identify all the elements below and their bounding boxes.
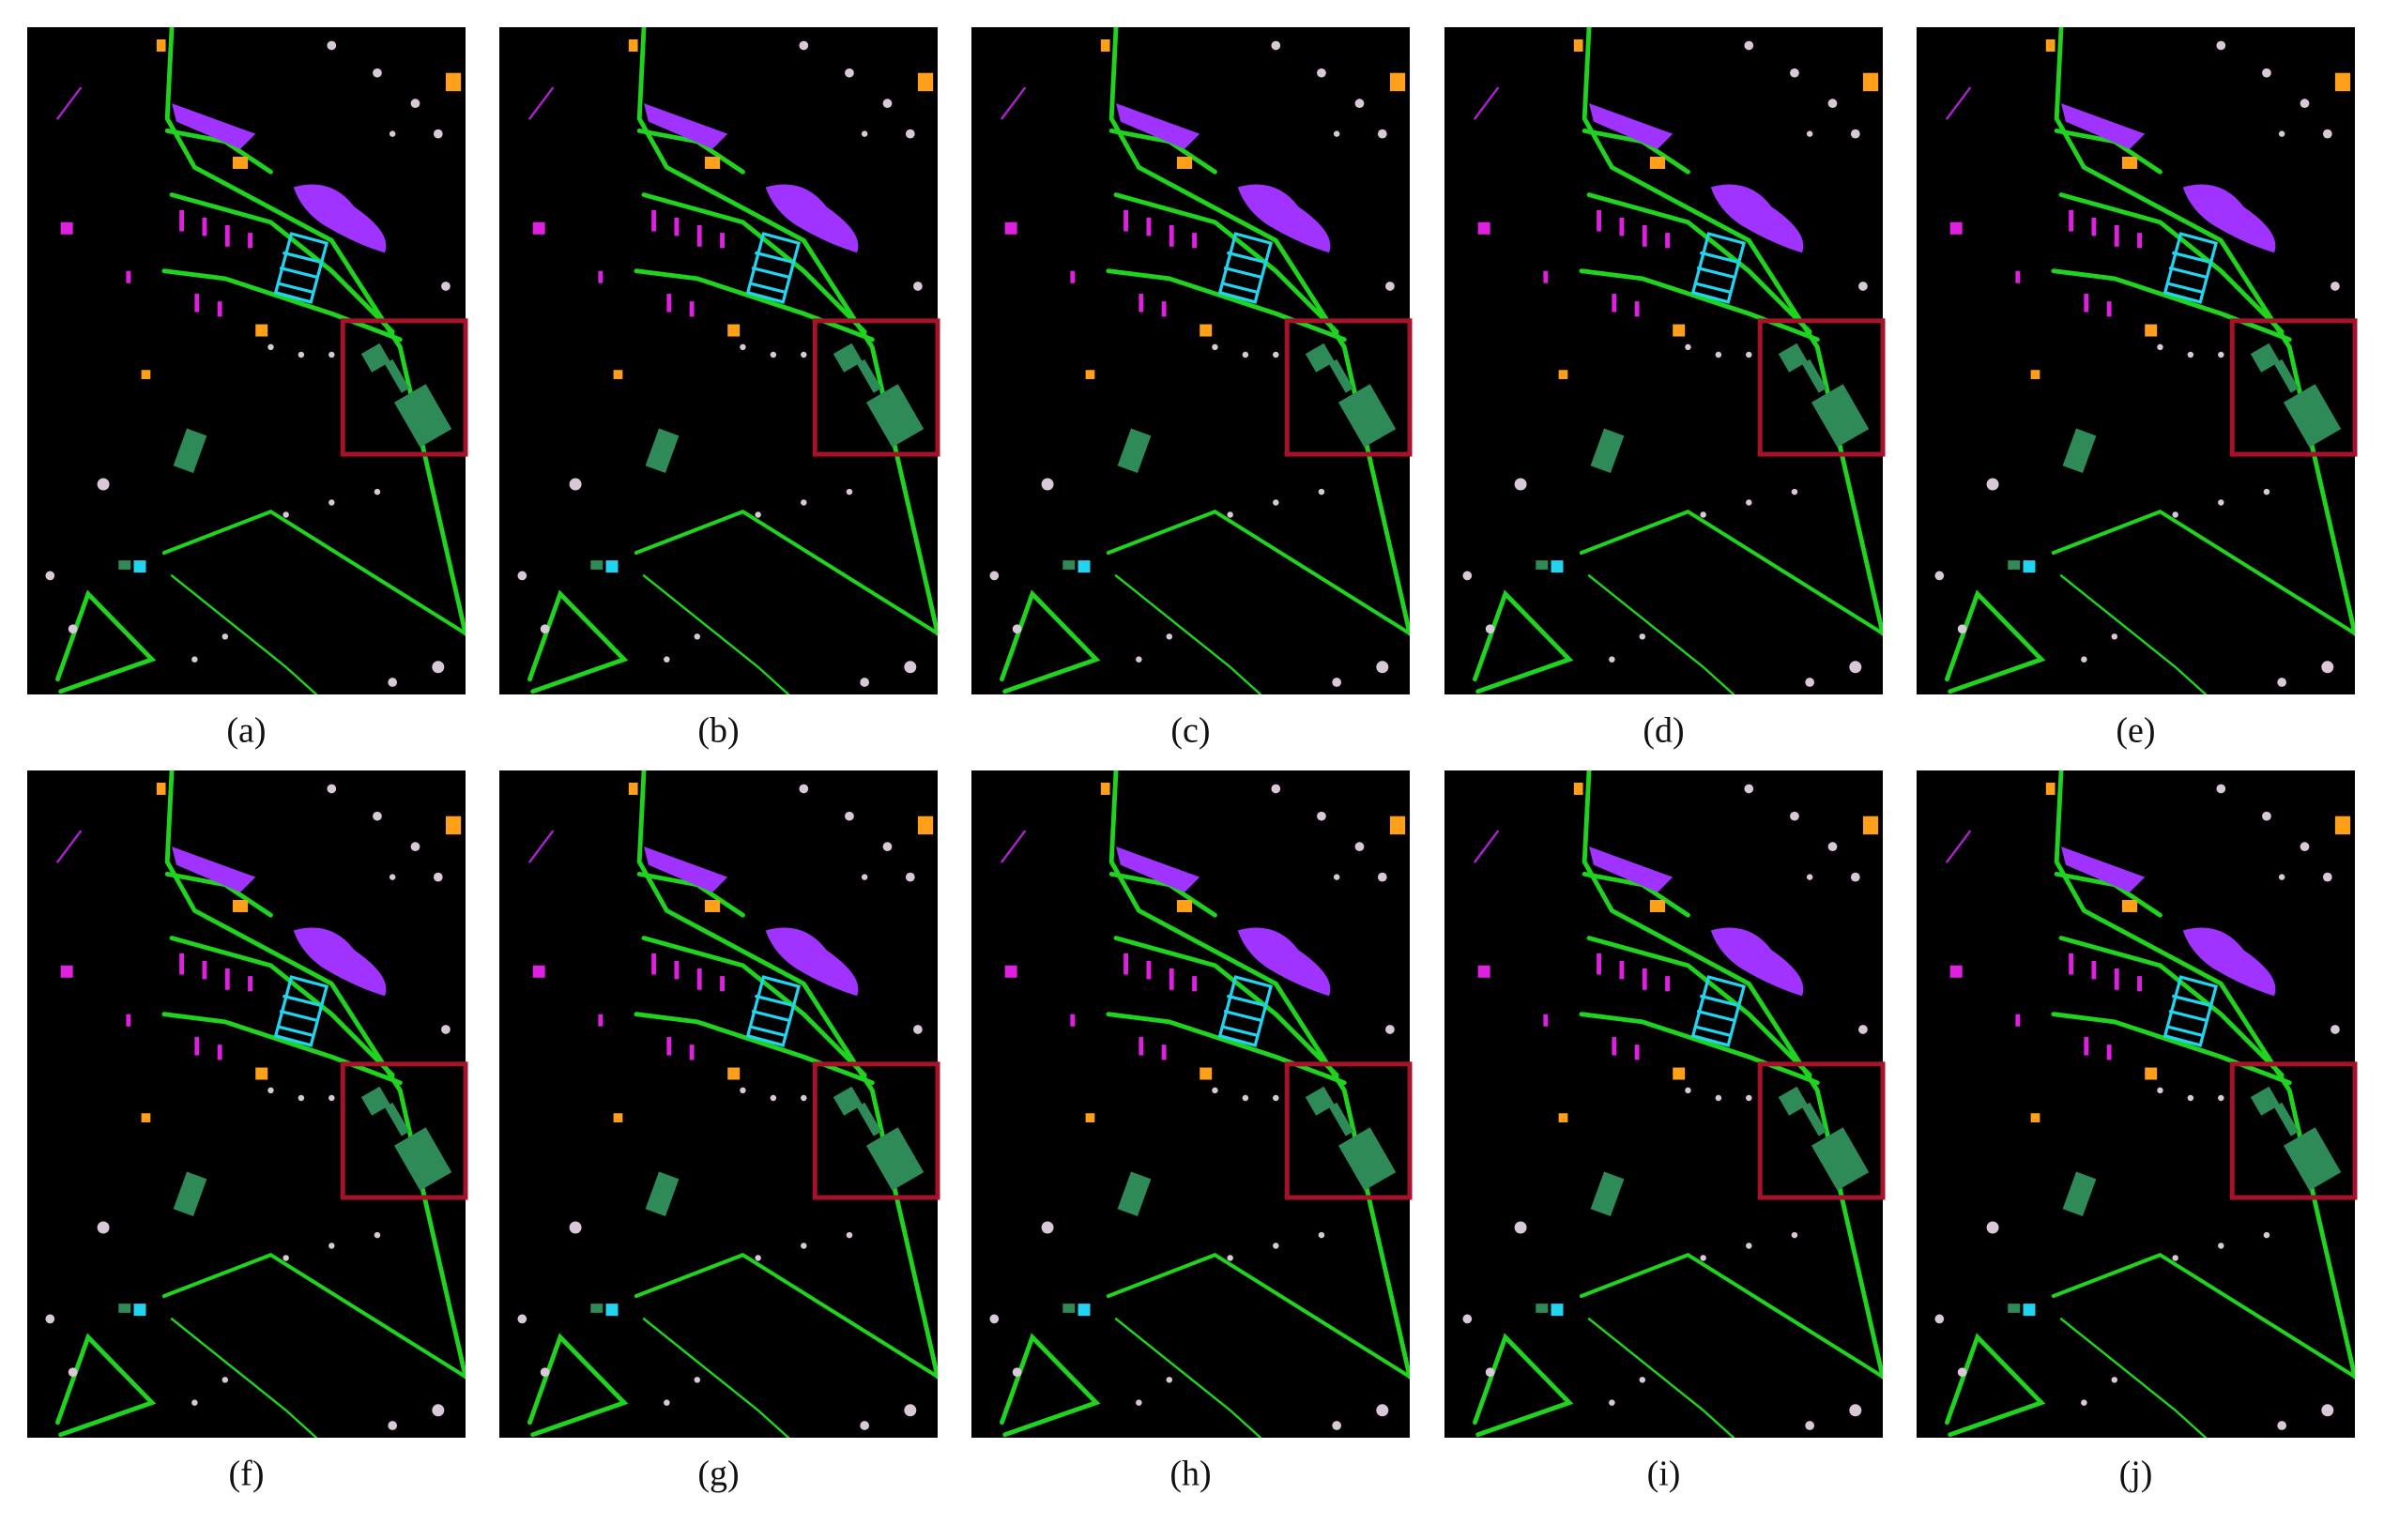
highlight-box bbox=[2229, 318, 2358, 457]
panel-label: (e) bbox=[2116, 711, 2155, 751]
classification-map bbox=[27, 27, 466, 694]
panel-label: (h) bbox=[1169, 1455, 1211, 1494]
classification-map bbox=[1444, 27, 1883, 694]
classification-map bbox=[27, 770, 466, 1438]
highlight-box bbox=[2229, 1061, 2358, 1200]
highlight-box bbox=[1284, 318, 1413, 457]
classification-map bbox=[1917, 770, 2355, 1438]
panel-label: (j) bbox=[2119, 1455, 2153, 1494]
panel-label: (f) bbox=[229, 1455, 265, 1494]
highlight-box bbox=[812, 318, 940, 457]
panel-label: (c) bbox=[1170, 711, 1210, 751]
highlight-box bbox=[340, 318, 468, 457]
classification-map bbox=[971, 770, 1410, 1438]
panel-label: (d) bbox=[1643, 711, 1684, 751]
classification-map bbox=[971, 27, 1410, 694]
panel-label: (i) bbox=[1647, 1455, 1681, 1494]
highlight-box bbox=[1757, 1061, 1886, 1200]
panel-label: (b) bbox=[697, 711, 739, 751]
classification-map bbox=[1917, 27, 2355, 694]
highlight-box bbox=[1284, 1061, 1413, 1200]
classification-map bbox=[499, 27, 938, 694]
highlight-box bbox=[1757, 318, 1886, 457]
highlight-box bbox=[340, 1061, 468, 1200]
panel-label: (a) bbox=[226, 711, 266, 751]
classification-map bbox=[1444, 770, 1883, 1438]
panel-label: (g) bbox=[697, 1455, 739, 1494]
highlight-box bbox=[812, 1061, 940, 1200]
classification-map bbox=[499, 770, 938, 1438]
